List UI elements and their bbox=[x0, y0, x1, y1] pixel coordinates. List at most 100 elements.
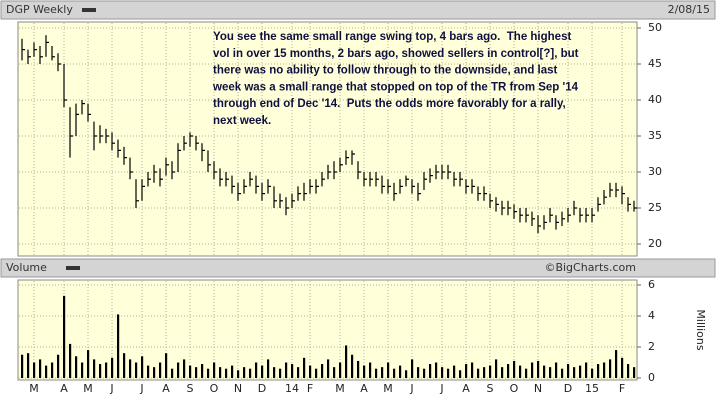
x-tick-label: M bbox=[383, 382, 393, 395]
date: 2/08/15 bbox=[668, 3, 710, 16]
volume-bar bbox=[225, 368, 228, 378]
volume-bar bbox=[21, 354, 24, 378]
x-tick-label: J bbox=[109, 382, 113, 395]
volume-bar bbox=[177, 362, 180, 378]
volume-bar bbox=[27, 353, 30, 378]
volume-bar bbox=[333, 367, 336, 378]
volume-bar bbox=[249, 368, 252, 378]
x-tick-label: 15 bbox=[585, 382, 599, 395]
volume-bar bbox=[489, 365, 492, 378]
volume-bar bbox=[543, 365, 546, 378]
volume-bar bbox=[261, 365, 264, 378]
y-tick-label: 30 bbox=[648, 165, 662, 178]
volume-bar bbox=[339, 362, 342, 378]
x-tick-label: M bbox=[83, 382, 93, 395]
volume-bar bbox=[399, 365, 402, 378]
x-tick-label: F bbox=[307, 382, 313, 395]
x-tick-label: A bbox=[162, 382, 170, 395]
volume-bar bbox=[321, 364, 324, 378]
volume-bar bbox=[111, 357, 114, 378]
annotation-line: vol in over 15 months, 2 bars ago, showe… bbox=[213, 48, 579, 60]
y-tick-label: 6 bbox=[648, 278, 655, 291]
volume-bar bbox=[369, 362, 372, 378]
volume-bar bbox=[297, 367, 300, 378]
volume-bar bbox=[429, 364, 432, 378]
volume-bar bbox=[447, 368, 450, 378]
volume-bar bbox=[201, 364, 204, 378]
volume-bar bbox=[627, 364, 630, 378]
volume-bar bbox=[159, 362, 162, 378]
volume-bar bbox=[561, 368, 564, 378]
x-tick-label: A bbox=[360, 382, 368, 395]
x-tick-label: O bbox=[210, 382, 219, 395]
volume-bar bbox=[327, 359, 330, 378]
volume-bar bbox=[387, 362, 390, 378]
y-tick-label: 20 bbox=[648, 237, 662, 250]
volume-bar bbox=[285, 362, 288, 378]
volume-bar bbox=[309, 365, 312, 378]
volume-bar bbox=[441, 367, 444, 378]
volume-bar bbox=[63, 295, 66, 378]
volume-bar bbox=[243, 367, 246, 378]
volume-bar bbox=[393, 368, 396, 378]
volume-bar bbox=[609, 359, 612, 378]
annotation-line: You see the same small range swing top, … bbox=[213, 31, 571, 43]
volume-bar bbox=[417, 367, 420, 378]
volume-bar bbox=[237, 370, 240, 378]
volume-bar bbox=[465, 364, 468, 378]
volume-bar bbox=[165, 353, 168, 378]
volume-bar bbox=[135, 362, 138, 378]
volume-bar bbox=[513, 360, 516, 378]
menu-icon bbox=[82, 8, 96, 12]
y-tick-label: 35 bbox=[648, 129, 662, 142]
y-tick-label: 40 bbox=[648, 93, 662, 106]
volume-bar bbox=[303, 357, 306, 378]
volume-bar bbox=[453, 365, 456, 378]
volume-bar bbox=[255, 362, 258, 378]
volume-bar bbox=[495, 359, 498, 378]
volume-bar bbox=[267, 359, 270, 378]
volume-bar bbox=[471, 362, 474, 378]
price-panel bbox=[17, 21, 638, 257]
volume-bar bbox=[357, 360, 360, 378]
volume-bar bbox=[363, 365, 366, 378]
volume-bar bbox=[549, 367, 552, 378]
volume-bar bbox=[81, 362, 84, 378]
volume-bar bbox=[39, 359, 42, 378]
x-tick-label: J bbox=[139, 382, 143, 395]
volume-bar bbox=[537, 360, 540, 378]
x-tick-label: D bbox=[258, 382, 266, 395]
volume-bar bbox=[615, 350, 618, 378]
x-tick-label: 14 bbox=[285, 382, 299, 395]
volume-bar bbox=[519, 365, 522, 378]
annotation-line: week was a small range that stopped on t… bbox=[212, 81, 579, 93]
volume-bar bbox=[483, 367, 486, 378]
annotation-line: next week. bbox=[213, 115, 271, 127]
y-tick-label: 25 bbox=[648, 201, 662, 214]
volume-bar bbox=[183, 359, 186, 378]
x-tick-label: N bbox=[534, 382, 542, 395]
volume-bar bbox=[405, 370, 408, 378]
volume-bar bbox=[501, 367, 504, 378]
x-tick-label: N bbox=[234, 382, 242, 395]
x-tick-label: M bbox=[335, 382, 345, 395]
x-tick-label: J bbox=[409, 382, 413, 395]
volume-bar bbox=[93, 359, 96, 378]
volume-bar bbox=[579, 365, 582, 378]
volume-bar bbox=[567, 364, 570, 378]
volume-bar bbox=[51, 362, 54, 378]
x-tick-label: O bbox=[510, 382, 519, 395]
volume-bar bbox=[219, 367, 222, 378]
volume-bar bbox=[117, 314, 120, 378]
volume-bar bbox=[555, 362, 558, 378]
x-tick-label: S bbox=[187, 382, 194, 395]
volume-bar bbox=[345, 345, 348, 378]
volume-bar bbox=[291, 364, 294, 378]
y-tick-label: 4 bbox=[648, 309, 655, 322]
chart-title: DGP Weekly bbox=[6, 3, 73, 16]
volume-bar bbox=[621, 357, 624, 378]
volume-bar bbox=[585, 362, 588, 378]
volume-bar bbox=[33, 362, 36, 378]
y-tick-label: 50 bbox=[648, 21, 662, 34]
